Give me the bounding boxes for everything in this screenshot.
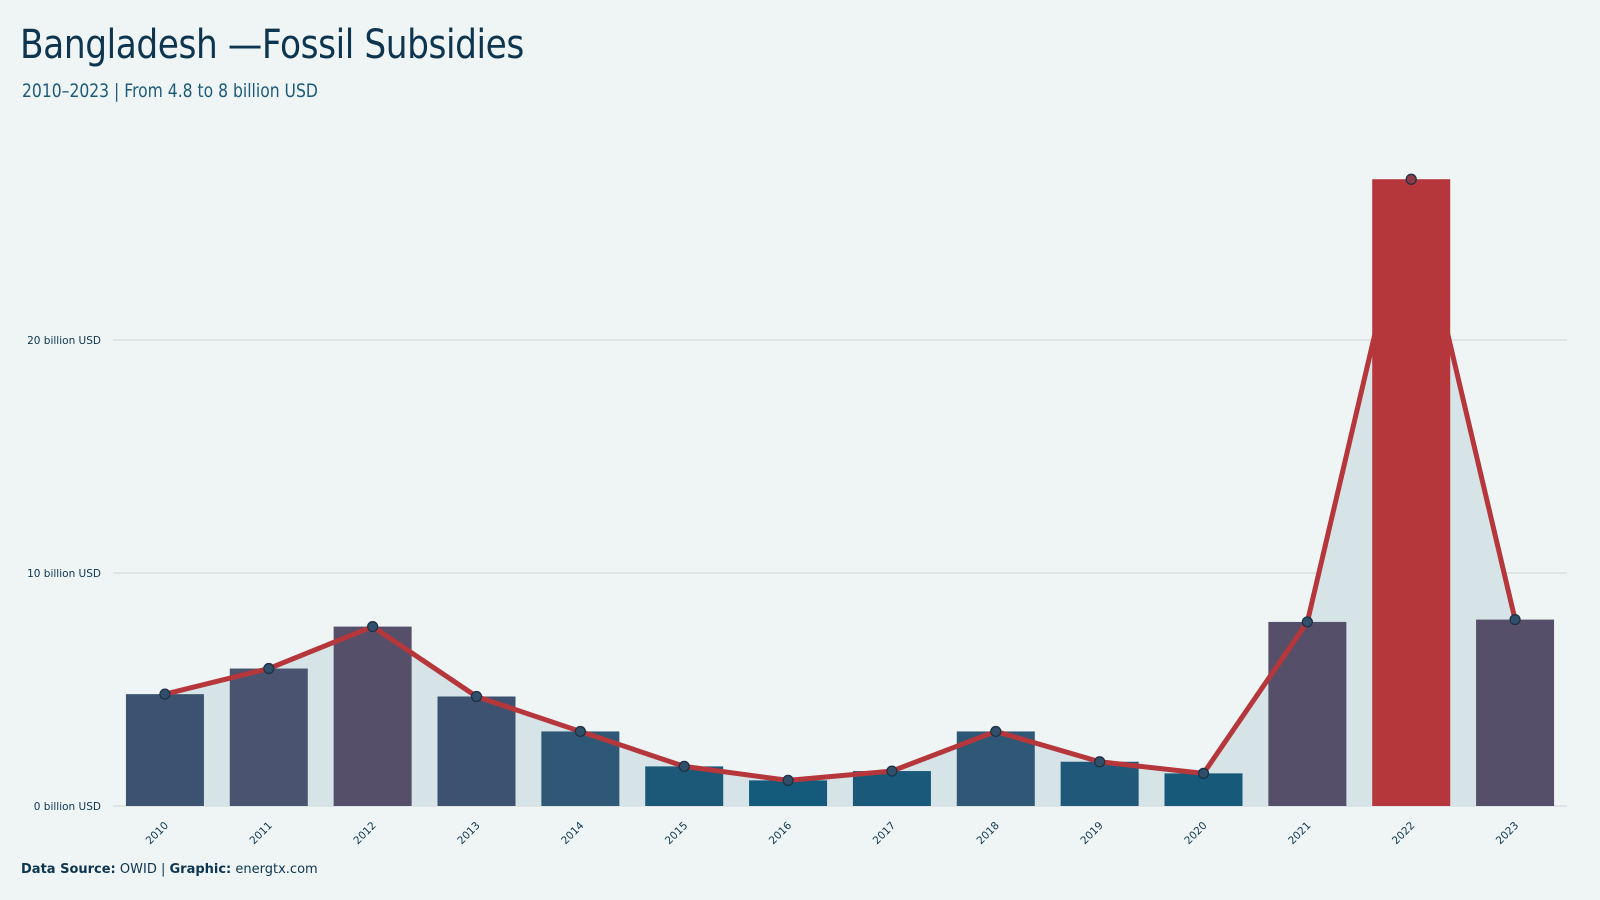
point-2012 xyxy=(367,620,379,633)
x-tick-label: 2010 xyxy=(144,820,171,847)
bar-2019 xyxy=(1060,761,1139,806)
point-2019 xyxy=(1094,756,1106,768)
point-2016 xyxy=(782,774,794,786)
bar-2015 xyxy=(645,766,724,806)
x-tick-label: 2022 xyxy=(1390,820,1417,847)
source-note: Data Source: OWID | Graphic: energtx.com xyxy=(21,862,318,877)
bar-2021 xyxy=(1268,621,1347,806)
x-tick-label: 2013 xyxy=(455,820,482,847)
bar-2022 xyxy=(1372,179,1451,807)
bar-2017 xyxy=(852,771,931,806)
bar-2014 xyxy=(541,731,620,806)
bar-2013 xyxy=(437,696,516,806)
x-tick-label: 2023 xyxy=(1494,820,1521,847)
source-value: OWID | xyxy=(115,862,170,877)
point-2023 xyxy=(1509,613,1521,626)
x-tick-label: 2018 xyxy=(975,820,1002,847)
point-2017 xyxy=(886,765,898,777)
point-2014 xyxy=(574,725,586,738)
bar-2010 xyxy=(125,694,204,806)
x-tick-label: 2017 xyxy=(871,820,898,847)
x-tick-label: 2016 xyxy=(767,819,795,847)
chart-subtitle: 2010–2023 | From 4.8 to 8 billion USD xyxy=(22,80,318,102)
x-tick-label: 2019 xyxy=(1078,820,1105,847)
point-2010 xyxy=(159,688,171,700)
point-2020 xyxy=(1197,767,1210,779)
y-tick-label: 10 billion USD xyxy=(27,568,101,580)
bar-2011 xyxy=(229,668,308,806)
x-tick-label: 2015 xyxy=(663,820,690,847)
chart-title: Bangladesh —Fossil Subsidies xyxy=(20,22,524,68)
point-2011 xyxy=(263,662,275,675)
point-2013 xyxy=(470,690,483,703)
trend-line xyxy=(162,176,1518,783)
x-tick-label: 2012 xyxy=(351,820,378,847)
source-label: Data Source: xyxy=(21,862,116,877)
y-tick-label: 0 billion USD xyxy=(34,801,101,813)
x-tick-label: 2021 xyxy=(1286,820,1313,847)
graphic-label: Graphic: xyxy=(169,862,232,877)
point-2022 xyxy=(1405,173,1417,185)
point-2018 xyxy=(990,725,1002,738)
x-tick-label: 2014 xyxy=(559,819,587,847)
point-2015 xyxy=(678,760,690,772)
x-tick-label: 2020 xyxy=(1182,820,1209,847)
graphic-value: energtx.com xyxy=(231,862,318,877)
bar-2012 xyxy=(333,626,412,806)
point-2021 xyxy=(1301,616,1313,628)
y-tick-label: 20 billion USD xyxy=(27,335,101,347)
x-tick-label: 2011 xyxy=(248,820,275,847)
bar-2023 xyxy=(1476,619,1555,806)
